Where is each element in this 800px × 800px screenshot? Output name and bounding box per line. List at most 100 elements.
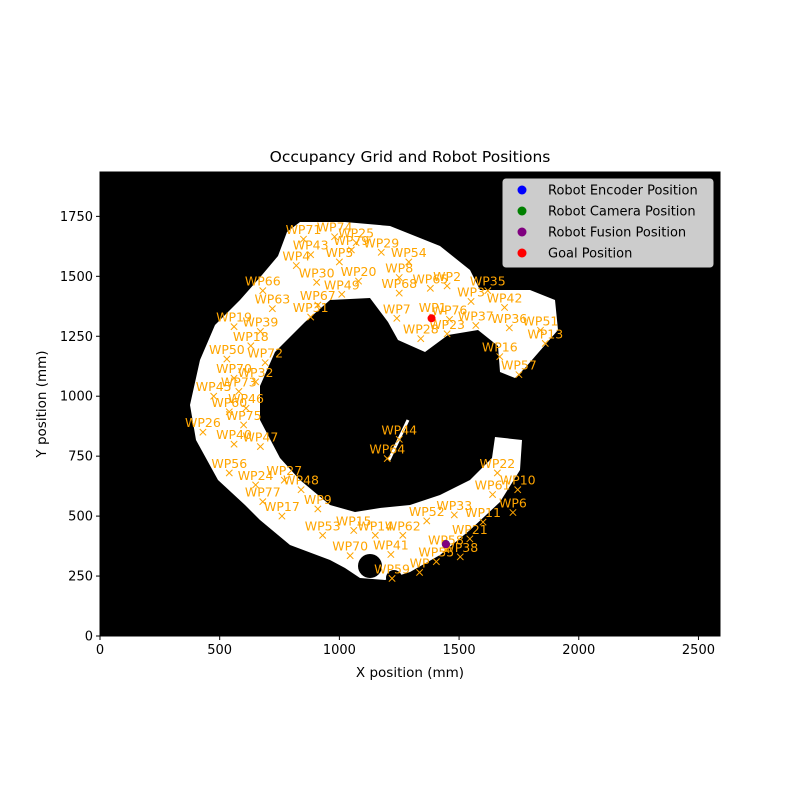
- legend-label: Robot Fusion Position: [548, 226, 686, 241]
- y-tick-label: 1750: [60, 210, 93, 225]
- waypoint-label: WP44: [381, 422, 417, 437]
- waypoint-label: WP3: [457, 284, 485, 299]
- waypoint-marker: [259, 498, 267, 506]
- waypoint-marker: [377, 248, 385, 256]
- waypoint-label: WP14: [357, 518, 393, 533]
- waypoint-label: WP59: [374, 561, 410, 576]
- waypoint-label: WP39: [242, 314, 278, 329]
- waypoint-marker: [489, 490, 497, 499]
- waypoint-marker: [383, 454, 391, 463]
- waypoint-label: WP31: [293, 300, 329, 315]
- waypoint-label: WP10: [500, 473, 536, 488]
- waypoint-label: WP: [410, 555, 430, 570]
- waypoint-label: WP23: [429, 317, 465, 332]
- waypoint-marker: [445, 315, 454, 324]
- waypoint-label: WP75: [226, 408, 262, 423]
- waypoint-label: WP16: [482, 340, 518, 355]
- waypoint-marker: [387, 550, 395, 559]
- waypoint-label: WP62: [385, 518, 421, 533]
- waypoint-marker: [417, 335, 425, 343]
- waypoint-marker: [307, 251, 315, 259]
- waypoint-label: WP47: [242, 430, 278, 445]
- legend-marker: [517, 248, 527, 258]
- waypoint-marker: [450, 511, 458, 519]
- goal-position-marker: [427, 314, 436, 323]
- waypoint-label: WP53: [305, 518, 341, 533]
- waypoint-marker: [199, 428, 207, 436]
- waypoint-marker: [416, 568, 424, 577]
- x-axis-ticks: 0 500 1000 1500 2000 2500: [96, 636, 715, 658]
- y-tick-label: 1000: [60, 390, 93, 405]
- waypoint-label: WP67: [300, 288, 336, 303]
- waypoint-marker: [261, 359, 269, 367]
- waypoint-marker: [393, 314, 401, 322]
- legend: Robot Encoder Position Robot Camera Posit…: [502, 178, 714, 268]
- waypoint-marker: [493, 469, 501, 477]
- waypoint-marker: [352, 239, 360, 247]
- x-tick-label: 2000: [562, 643, 595, 658]
- waypoint-marker: [501, 303, 509, 312]
- x-tick-label: 1500: [443, 643, 476, 658]
- waypoint-label: WP20: [341, 264, 377, 279]
- legend-label: Robot Camera Position: [548, 205, 696, 220]
- legend-marker: [517, 206, 527, 216]
- waypoint-label: WP79: [333, 233, 369, 248]
- legend-label: Goal Position: [548, 247, 632, 262]
- waypoint-marker: [252, 378, 260, 386]
- x-axis-label: X position (mm): [356, 665, 464, 681]
- waypoint-marker: [335, 258, 343, 266]
- waypoint-marker: [426, 284, 434, 292]
- waypoint-label: WP32: [238, 365, 274, 380]
- waypoint-label: WP11: [465, 505, 501, 520]
- waypoint-label: WP41: [373, 537, 409, 552]
- waypoint-marker: [256, 327, 264, 336]
- waypoint-marker: [371, 531, 379, 539]
- waypoint-label: WP77: [245, 485, 281, 500]
- waypoint-marker: [314, 301, 322, 309]
- y-axis-label: Y position (mm): [34, 350, 50, 458]
- y-tick-label: 1250: [60, 330, 93, 345]
- waypoint-marker: [479, 518, 487, 526]
- waypoint-marker: [395, 435, 403, 443]
- waypoint-label: WP6: [499, 496, 527, 511]
- waypoint-label: WP71: [286, 222, 322, 237]
- waypoint-marker: [346, 552, 354, 560]
- waypoint-label: WP73: [221, 374, 257, 389]
- legend-marker: [517, 185, 527, 195]
- waypoint-marker: [247, 342, 255, 350]
- waypoint-marker: [514, 486, 522, 494]
- waypoint-label: WP43: [293, 238, 329, 253]
- waypoint-marker: [210, 392, 218, 400]
- waypoint-marker: [230, 374, 238, 382]
- waypoint-label: WP2: [433, 269, 461, 284]
- waypoint-label: WP49: [324, 277, 360, 292]
- waypoint-label: WP52: [409, 504, 445, 519]
- waypoint-marker: [505, 324, 513, 332]
- waypoint-label: WP54: [391, 245, 427, 260]
- waypoint-label: WP63: [254, 292, 290, 307]
- waypoint-label: WP66: [245, 274, 281, 289]
- legend-box: [502, 178, 714, 268]
- waypoint-marker: [297, 486, 305, 494]
- waypoint-marker: [509, 508, 517, 517]
- waypoint-label: WP28: [403, 322, 439, 337]
- waypoint-label: WP70: [216, 361, 252, 376]
- waypoint-marker: [472, 321, 480, 330]
- waypoint-label: WP46: [228, 391, 264, 406]
- waypoint-marker: [256, 443, 264, 451]
- waypoint-label: WP60: [211, 395, 247, 410]
- waypoint-label: WP48: [283, 473, 319, 488]
- waypoint-marker: [252, 481, 260, 489]
- waypoint-marker: [268, 305, 276, 313]
- robot-fusion-marker: [441, 540, 450, 549]
- waypoint-label: WP36: [491, 311, 527, 326]
- legend-marker: [517, 227, 527, 237]
- waypoint-label: WP74: [317, 220, 353, 235]
- waypoint-marker: [225, 469, 233, 477]
- waypoint-marker: [235, 387, 243, 395]
- waypoint-marker: [467, 297, 475, 306]
- waypoint-label: WP7: [383, 301, 411, 316]
- plot-frame: [99, 171, 721, 637]
